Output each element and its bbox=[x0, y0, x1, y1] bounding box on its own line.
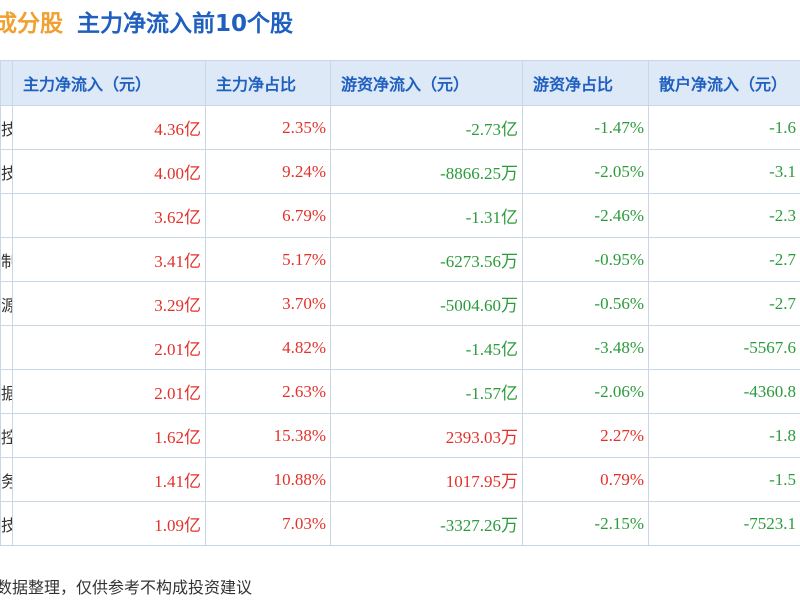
cell: -1.45亿 bbox=[330, 325, 523, 370]
cell: 2.01亿 bbox=[12, 369, 206, 414]
cell: 4.00亿 bbox=[12, 149, 206, 194]
section-label: 成分股 bbox=[0, 11, 63, 37]
cell: 3.29亿 bbox=[12, 281, 206, 326]
cell: -8866.25万 bbox=[330, 149, 523, 194]
cell: -1.6 bbox=[648, 105, 800, 150]
cell: -1.57亿 bbox=[330, 369, 523, 414]
stock-name: 技 bbox=[0, 105, 13, 150]
stock-name: 控 bbox=[0, 413, 13, 458]
stock-name: 源 bbox=[0, 281, 13, 326]
cell: -3.1 bbox=[648, 149, 800, 194]
title: 主力净流入前10个股 bbox=[77, 11, 294, 37]
stock-name: 务 bbox=[0, 457, 13, 502]
cell: 5.17% bbox=[205, 237, 331, 282]
cell: 2.63% bbox=[205, 369, 331, 414]
column-header: 游资净占比 bbox=[522, 60, 649, 106]
cell: -1.8 bbox=[648, 413, 800, 458]
cell: -3.48% bbox=[522, 325, 649, 370]
footer-note: 数据整理，仅供参考不构成投资建议 bbox=[0, 578, 253, 597]
table-row: 3.62亿 6.79% -1.31亿 -2.46% -2.3 bbox=[0, 193, 800, 238]
stock-name: 据 bbox=[0, 369, 13, 414]
cell: 1.62亿 bbox=[12, 413, 206, 458]
cell: -2.46% bbox=[522, 193, 649, 238]
cell: -2.15% bbox=[522, 501, 649, 546]
cell: -7523.1 bbox=[648, 501, 800, 546]
cell: -5004.60万 bbox=[330, 281, 523, 326]
cell: 2.35% bbox=[205, 105, 331, 150]
cell: 7.03% bbox=[205, 501, 331, 546]
column-header: 游资净流入（元） bbox=[330, 60, 523, 106]
cell: -5567.6 bbox=[648, 325, 800, 370]
cell: -2.05% bbox=[522, 149, 649, 194]
column-header: 散户净流入（元） bbox=[648, 60, 800, 106]
column-header: 主力净流入（元） bbox=[12, 60, 206, 106]
cell: 10.88% bbox=[205, 457, 331, 502]
cell: 3.62亿 bbox=[12, 193, 206, 238]
cell: 1.09亿 bbox=[12, 501, 206, 546]
cell: 15.38% bbox=[205, 413, 331, 458]
cell: 3.41亿 bbox=[12, 237, 206, 282]
cell: 2.27% bbox=[522, 413, 649, 458]
cell: 2.01亿 bbox=[12, 325, 206, 370]
cell: 4.82% bbox=[205, 325, 331, 370]
cell: 9.24% bbox=[205, 149, 331, 194]
stock-name bbox=[0, 193, 13, 238]
cell: 1017.95万 bbox=[330, 457, 523, 502]
cell: -2.73亿 bbox=[330, 105, 523, 150]
cell: -6273.56万 bbox=[330, 237, 523, 282]
cell: 4.36亿 bbox=[12, 105, 206, 150]
stock-name: 技 bbox=[0, 501, 13, 546]
cell: -2.7 bbox=[648, 237, 800, 282]
cell: -4360.8 bbox=[648, 369, 800, 414]
stock-name: 制 bbox=[0, 237, 13, 282]
column-header: 主力净占比 bbox=[205, 60, 331, 106]
cell: -2.7 bbox=[648, 281, 800, 326]
stock-name bbox=[0, 325, 13, 370]
cell: -2.3 bbox=[648, 193, 800, 238]
cell: -3327.26万 bbox=[330, 501, 523, 546]
cell: -1.5 bbox=[648, 457, 800, 502]
table-body: 技4.36亿2.35%-2.73亿-1.47%-1.6技4.00亿9.24%-8… bbox=[0, 105, 800, 546]
cell: -0.56% bbox=[522, 281, 649, 326]
title-bar: 成分股 主力净流入前10个股 bbox=[0, 4, 293, 38]
cell: -1.31亿 bbox=[330, 193, 523, 238]
header-row: 主力净流入（元） 主力净占比 游资净流入（元） 游资净占比 散户净流入（元） bbox=[0, 60, 800, 106]
cell: 2393.03万 bbox=[330, 413, 523, 458]
cell: -1.47% bbox=[522, 105, 649, 150]
cell: 6.79% bbox=[205, 193, 331, 238]
table-row: 2.01亿 4.82% -1.45亿 -3.48% -5567.6 bbox=[0, 325, 800, 370]
cell: 3.70% bbox=[205, 281, 331, 326]
cell: 1.41亿 bbox=[12, 457, 206, 502]
cell: -2.06% bbox=[522, 369, 649, 414]
stock-name: 技 bbox=[0, 149, 13, 194]
column-header bbox=[0, 60, 13, 106]
cell: 0.79% bbox=[522, 457, 649, 502]
cell: -0.95% bbox=[522, 237, 649, 282]
